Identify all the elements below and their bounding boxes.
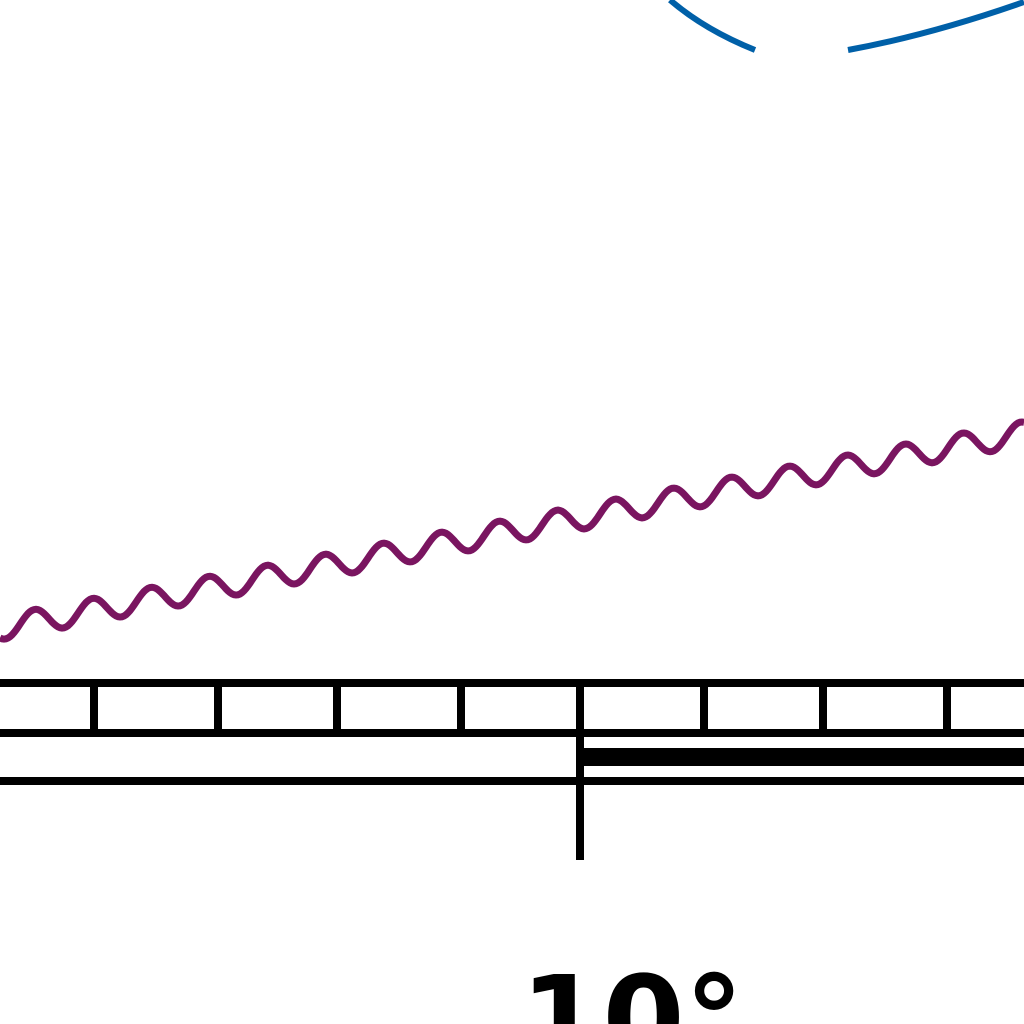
scale-label: 10° [520, 950, 743, 1024]
blue-curve [847, 0, 1024, 53]
blue-curve [668, 0, 757, 53]
scale-bar [0, 679, 1024, 860]
scale-segment [580, 748, 1024, 766]
purple-wave [0, 418, 1024, 643]
